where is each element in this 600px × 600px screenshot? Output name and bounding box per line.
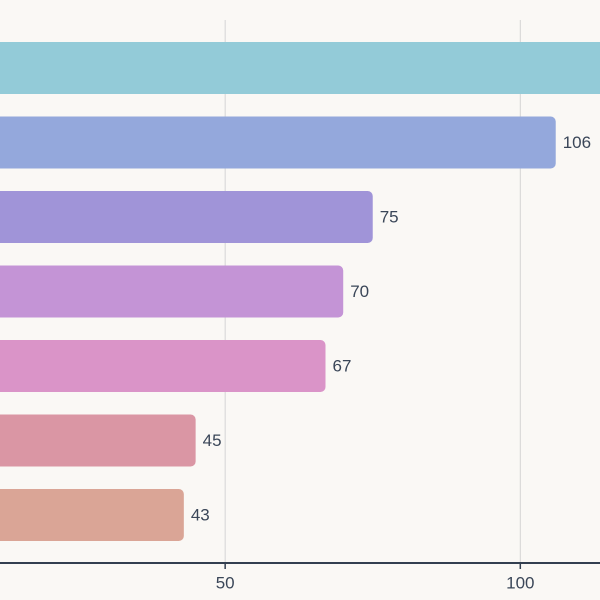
x-tick-label: 100 (506, 573, 534, 592)
x-tick-label: 50 (216, 573, 235, 592)
data-label: 43 (191, 505, 210, 524)
bar (0, 414, 196, 467)
data-label: 45 (203, 431, 222, 450)
data-label: 106 (563, 133, 591, 152)
bar (0, 116, 556, 169)
data-label: 67 (333, 356, 352, 375)
data-label: 70 (350, 282, 369, 301)
bar (0, 265, 344, 318)
bar (0, 489, 184, 541)
bar (0, 191, 373, 243)
bar (0, 340, 326, 392)
bar (0, 42, 600, 94)
data-label: 75 (380, 207, 399, 226)
